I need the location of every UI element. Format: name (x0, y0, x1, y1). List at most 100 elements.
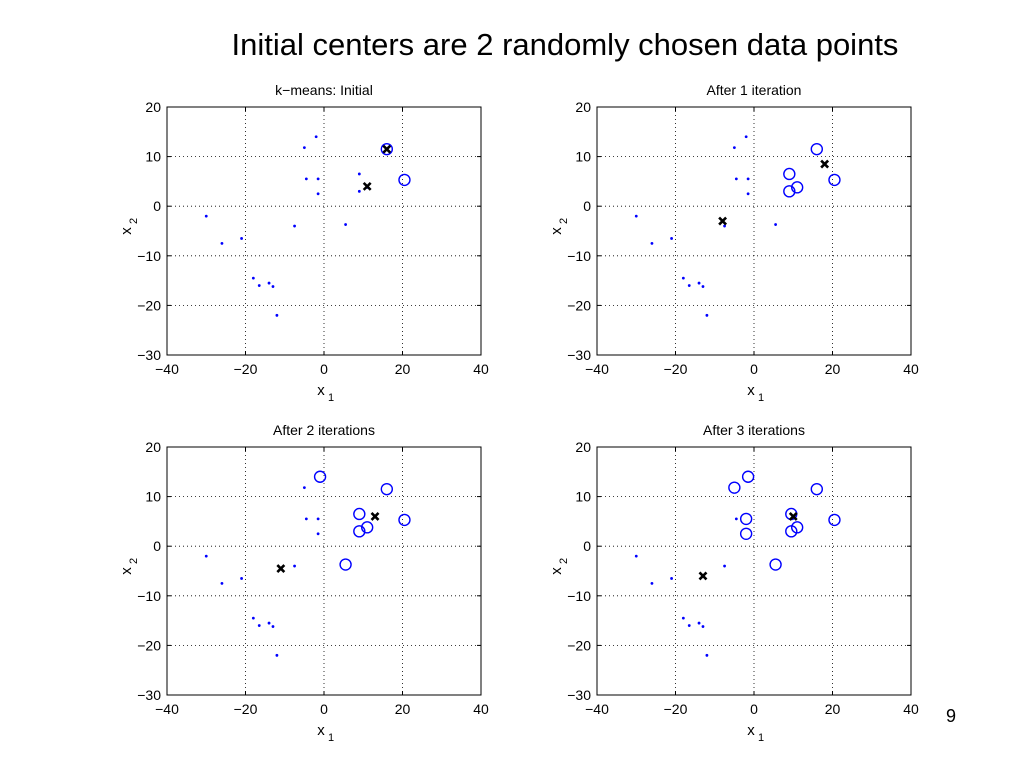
y-tick-label: 20 (575, 439, 591, 455)
circled-data-point (739, 512, 753, 526)
data-point (275, 313, 279, 317)
y-axis-label: x (548, 227, 565, 235)
data-point (204, 554, 208, 558)
circled-data-point (783, 167, 796, 181)
x-tick-label: 0 (320, 361, 328, 377)
page-number: 9 (946, 706, 957, 726)
data-point (746, 177, 750, 181)
x-axis-label: x (317, 722, 325, 739)
x-axis-label-subscript: 1 (758, 392, 764, 404)
data-point (316, 532, 320, 536)
data-point (650, 582, 654, 585)
center-stroke (788, 512, 798, 521)
data-point (302, 146, 306, 150)
chart-4: −40 −20 0 20 40 −30 −20 −10 0 10 20 After 3 iterati… (548, 422, 919, 744)
circled-data-point (339, 558, 352, 571)
data-point (304, 517, 308, 521)
data-point (240, 237, 243, 240)
x-axis-label-subscript: 1 (328, 732, 334, 744)
y-tick-label: −10 (137, 248, 161, 264)
x-tick-label: −40 (585, 361, 609, 377)
cluster-center-marker (820, 159, 830, 169)
x-tick-label: −20 (234, 701, 258, 717)
circled-data-point (739, 527, 753, 540)
data-point (701, 285, 705, 288)
data-point (267, 281, 271, 285)
data-point (275, 653, 279, 657)
data-point (316, 177, 320, 181)
chart-3: −40 −20 0 20 40 −30 −20 −10 0 10 20 After 2 iterati… (118, 422, 489, 744)
data-point (681, 616, 685, 620)
circled-data-point (790, 181, 804, 194)
y-tick-label: −20 (567, 297, 591, 313)
circled-data-point (828, 513, 841, 527)
data-point (204, 214, 208, 218)
circled-data-point (398, 513, 411, 527)
circled-data-point (810, 482, 823, 496)
y-tick-label: 20 (145, 99, 161, 115)
cluster-center-marker (788, 512, 798, 521)
data-point (257, 284, 261, 287)
data-point (687, 284, 691, 287)
y-axis-label-subscript: 2 (558, 218, 570, 224)
x-tick-label: 0 (750, 701, 758, 717)
cluster-center-marker (362, 181, 372, 191)
data-point (697, 281, 701, 285)
x-axis-label: x (747, 382, 755, 399)
chart-2: −40 −20 0 20 40 −30 −20 −10 0 10 20 After 1 iterati… (548, 82, 919, 404)
y-tick-label: 0 (153, 198, 161, 214)
data-point (251, 616, 255, 620)
data-point (271, 625, 275, 628)
data-point (650, 242, 654, 245)
y-tick-label: 20 (575, 99, 591, 115)
data-point (240, 577, 243, 580)
data-point (220, 242, 224, 245)
circled-data-point (398, 173, 411, 187)
x-tick-label: 0 (320, 701, 328, 717)
data-point (220, 582, 224, 585)
circled-data-point (353, 507, 366, 521)
data-point (687, 624, 691, 627)
data-point (670, 577, 673, 580)
data-point (314, 135, 318, 139)
cluster-center-marker (382, 144, 392, 154)
x-tick-label: 20 (825, 361, 841, 377)
circled-data-point (783, 185, 796, 198)
data-point (723, 564, 726, 568)
chart-title: k−means: Initial (275, 82, 373, 98)
circled-data-point (741, 470, 755, 483)
data-point (293, 224, 296, 228)
y-tick-label: −10 (567, 248, 591, 264)
data-point (734, 177, 738, 181)
x-axis-label: x (747, 722, 755, 739)
data-point (316, 517, 320, 521)
x-axis-label: x (317, 382, 325, 399)
cluster-center-marker (370, 512, 380, 521)
cluster-center-marker (276, 564, 286, 573)
x-tick-label: −40 (155, 701, 179, 717)
circled-data-point (380, 482, 393, 496)
cluster-center-marker (718, 216, 728, 226)
data-point (634, 214, 638, 218)
cluster-center-marker (698, 571, 708, 581)
data-point (701, 625, 705, 628)
y-tick-label: 0 (153, 538, 161, 554)
y-tick-label: −10 (567, 588, 591, 604)
center-stroke (820, 159, 830, 169)
chart-title: After 3 iterations (703, 422, 805, 438)
x-tick-label: 0 (750, 361, 758, 377)
x-axis-label-subscript: 1 (328, 392, 334, 404)
y-tick-label: 10 (575, 149, 591, 165)
data-point (304, 177, 308, 181)
y-axis-label: x (548, 567, 565, 575)
y-tick-label: 0 (583, 198, 591, 214)
y-axis-label: x (118, 227, 135, 235)
y-tick-label: −30 (137, 687, 161, 703)
data-point (357, 172, 361, 176)
data-point (257, 624, 261, 627)
y-axis-label-subscript: 2 (128, 558, 140, 564)
circled-data-point (810, 142, 823, 156)
center-stroke (698, 571, 708, 581)
y-tick-label: −30 (137, 347, 161, 363)
circled-data-point (380, 142, 393, 156)
